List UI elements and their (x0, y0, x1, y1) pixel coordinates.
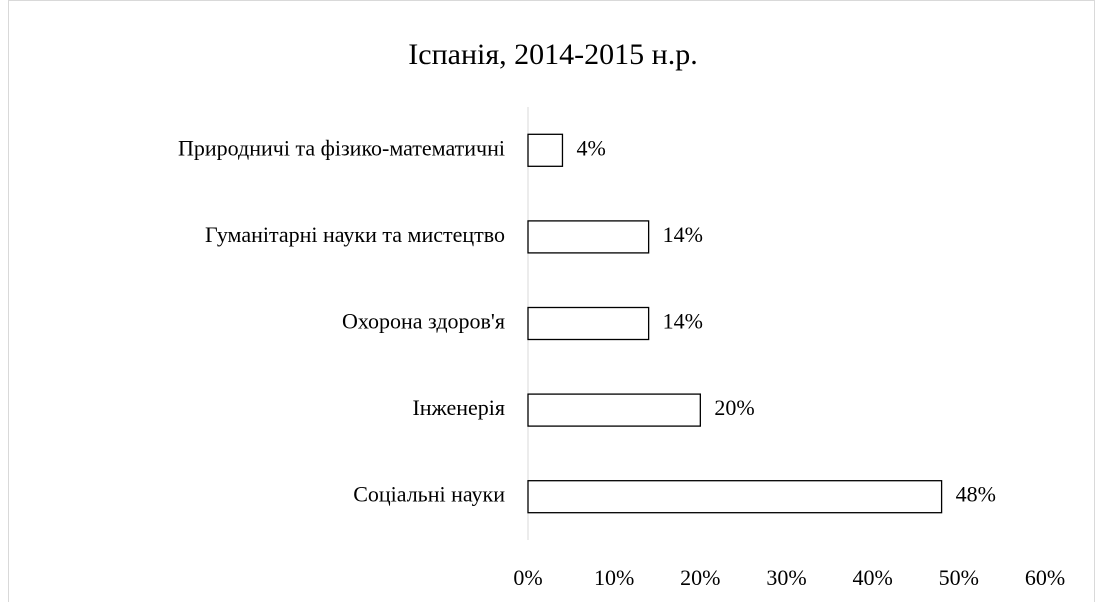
data-label: 20% (714, 395, 754, 420)
x-tick-label: 40% (853, 565, 893, 590)
category-label: Охорона здоров'я (342, 309, 505, 334)
x-tick-label: 0% (513, 565, 542, 590)
x-tick-label: 30% (766, 565, 806, 590)
x-tick-label: 20% (680, 565, 720, 590)
data-label: 14% (663, 222, 703, 247)
x-tick-label: 10% (594, 565, 634, 590)
chart-title: Іспанія, 2014-2015 н.р. (408, 38, 697, 71)
bar (527, 220, 650, 254)
bar (527, 480, 943, 514)
bar (527, 133, 564, 167)
bar (527, 393, 701, 427)
category-label: Природничі та фізико-математичні (178, 135, 505, 160)
bar (527, 306, 650, 341)
data-label: 48% (956, 482, 996, 507)
data-label: 14% (663, 309, 703, 334)
category-label: Гуманітарні науки та мистецтво (205, 222, 505, 247)
x-tick-label: 60% (1025, 565, 1065, 590)
data-label: 4% (576, 135, 605, 160)
category-label: Інженерія (412, 395, 505, 420)
category-label: Соціальні науки (353, 482, 505, 507)
x-tick-label: 50% (939, 565, 979, 590)
